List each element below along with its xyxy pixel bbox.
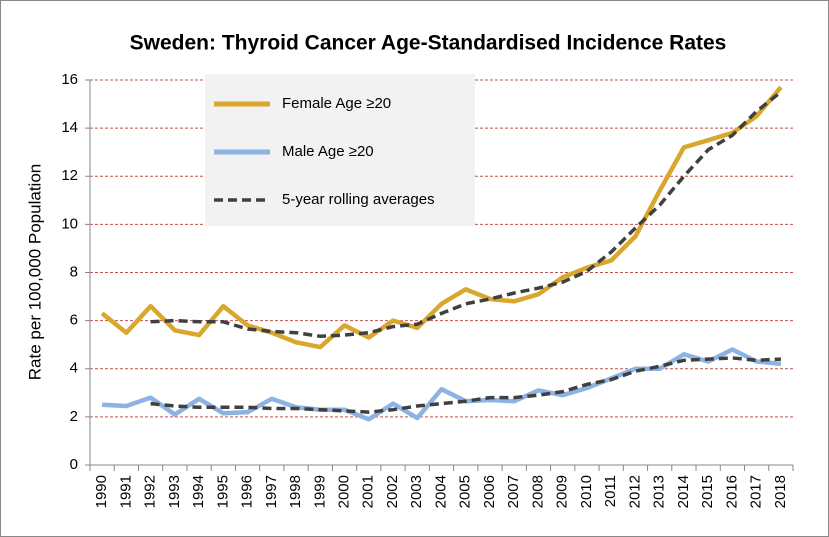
y-tick-label: 14 [61, 119, 78, 136]
x-tick-label: 1998 [287, 475, 304, 508]
x-tick-label: 2018 [772, 475, 789, 508]
x-tick-label: 2007 [505, 475, 522, 508]
y-axis-label: Rate per 100,000 Population [25, 164, 44, 380]
y-tick-label: 6 [70, 312, 78, 329]
x-tick-label: 2006 [481, 475, 498, 508]
y-tick-label: 8 [70, 263, 78, 280]
x-tick-label: 2003 [408, 475, 425, 508]
x-tick-label: 2008 [529, 475, 546, 508]
y-tick-label: 16 [61, 71, 78, 88]
x-tick-label: 2012 [626, 475, 643, 508]
x-tick-label: 2014 [675, 475, 692, 508]
legend: Female Age ≥20 Male Age ≥20 5-year rolling… [205, 74, 475, 226]
x-tick-label: 2013 [651, 475, 668, 508]
y-tick-label: 12 [61, 167, 78, 184]
legend-label: Male Age ≥20 [282, 143, 374, 160]
legend-label: 5-year rolling averages [282, 191, 435, 208]
x-tick-label: 1990 [93, 475, 110, 508]
x-tick-label: 1993 [166, 475, 183, 508]
x-tick-label: 1997 [263, 475, 280, 508]
x-tick-label: 2001 [360, 475, 377, 508]
x-tick-label: 2005 [457, 475, 474, 508]
x-tick-label: 2002 [384, 475, 401, 508]
x-tick-label: 2016 [723, 475, 740, 508]
x-tick-label: 2000 [336, 475, 353, 508]
x-tick-label: 1991 [117, 475, 134, 508]
y-tick-label: 4 [70, 360, 78, 377]
y-tick-label: 10 [61, 215, 78, 232]
x-tick-label: 2011 [602, 475, 619, 507]
x-tick-label: 2010 [578, 475, 595, 508]
y-tick-label: 0 [70, 456, 78, 473]
legend-label: Female Age ≥20 [282, 95, 391, 112]
x-tick-label: 2015 [699, 475, 716, 508]
series-line [150, 90, 782, 339]
x-tick-label: 1994 [190, 475, 207, 508]
x-tick-label: 1996 [239, 475, 256, 508]
y-tick-label: 2 [70, 408, 78, 425]
series-line [150, 356, 781, 414]
x-tick-label: 2017 [748, 475, 765, 508]
series-line [100, 85, 783, 350]
x-tick-label: 1995 [214, 475, 231, 508]
x-tick-label: 1999 [311, 475, 328, 508]
chart-title: Sweden: Thyroid Cancer Age-Standardised … [130, 32, 727, 55]
x-tick-label: 2009 [554, 475, 571, 508]
x-tick-label: 1992 [142, 475, 159, 508]
x-tick-label: 2004 [432, 475, 449, 508]
